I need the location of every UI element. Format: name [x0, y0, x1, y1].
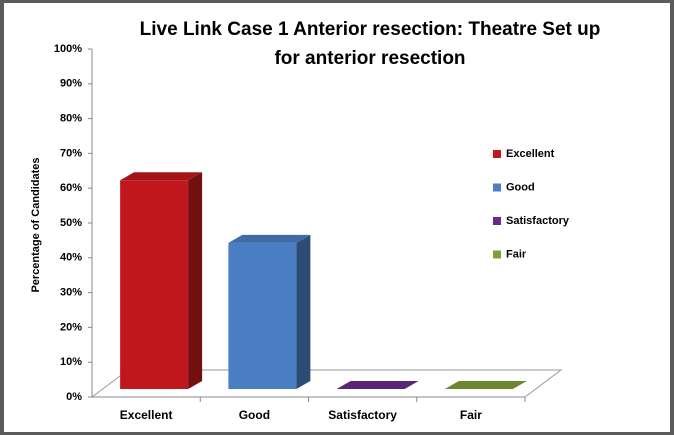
bar-face	[444, 381, 527, 389]
legend-swatch	[493, 183, 501, 192]
y-tick-label: 60%	[60, 182, 82, 194]
x-tick-label: Satisfactory	[328, 408, 397, 422]
bar-face	[228, 234, 311, 243]
bar-face	[188, 172, 203, 389]
y-tick-label: 10%	[60, 356, 82, 368]
bar-face	[120, 172, 203, 181]
y-tick-label: 90%	[60, 78, 82, 90]
bar-face	[296, 234, 311, 389]
legend-swatch	[493, 217, 501, 225]
y-tick-label: 20%	[60, 321, 82, 333]
legend-label: Good	[506, 181, 535, 193]
legend-label: Fair	[506, 248, 527, 260]
legend-label: Satisfactory	[506, 215, 570, 227]
legend-swatch	[493, 150, 501, 158]
chart-title: Live Link Case 1 Anterior resection: The…	[140, 19, 601, 40]
y-tick-label: 70%	[60, 147, 82, 159]
legend-label: Excellent	[506, 148, 555, 160]
y-tick-label: 50%	[60, 217, 82, 229]
chart-area	[4, 3, 670, 432]
y-tick-label: 100%	[54, 43, 82, 55]
legend-swatch	[493, 250, 501, 259]
y-tick-label: 80%	[60, 113, 82, 125]
bar	[336, 381, 419, 389]
bar-face	[228, 242, 297, 389]
x-tick-label: Excellent	[120, 408, 173, 422]
bar-face	[120, 180, 189, 389]
y-tick-label: 40%	[60, 252, 82, 264]
y-tick-label: 30%	[60, 287, 82, 299]
chart-title: for anterior resection	[274, 48, 465, 69]
y-tick-label: 0%	[66, 391, 82, 403]
x-tick-label: Good	[239, 408, 270, 422]
bar-face	[336, 381, 419, 389]
bar	[228, 234, 311, 389]
bar	[444, 381, 527, 389]
y-axis-label: Percentage of Candidates	[30, 157, 42, 292]
x-tick-label: Fair	[460, 408, 482, 422]
bar	[120, 172, 203, 389]
